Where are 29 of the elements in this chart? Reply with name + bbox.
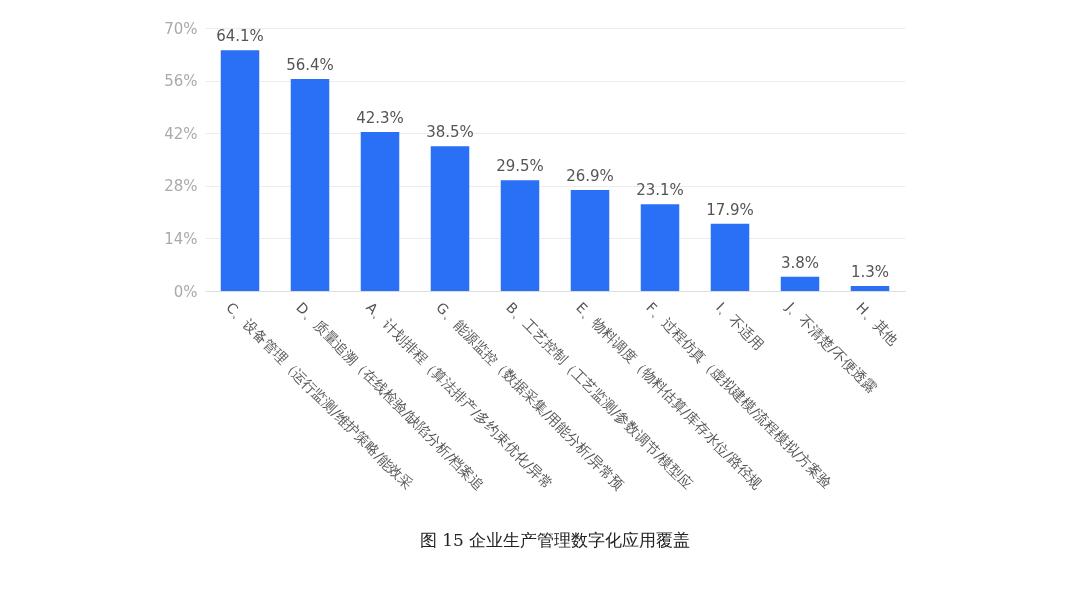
- bar: [850, 286, 890, 291]
- y-tick-label: 42%: [164, 124, 198, 143]
- data-label: 38.5%: [426, 123, 474, 142]
- bar: [640, 204, 680, 291]
- x-tick-label: H、其他: [853, 299, 902, 348]
- y-tick-label: 56%: [164, 72, 198, 91]
- y-tick-label: 0%: [173, 282, 198, 301]
- bar: [360, 132, 400, 291]
- bar: [290, 79, 330, 291]
- y-tick-label: 28%: [164, 177, 198, 196]
- x-tick-label: I、不适用: [713, 299, 767, 353]
- bar: [430, 146, 470, 291]
- bar: [220, 50, 260, 291]
- data-label: 17.9%: [706, 200, 754, 219]
- bar: [780, 276, 820, 291]
- bar: [570, 189, 610, 291]
- data-label: 42.3%: [356, 109, 404, 128]
- data-label: 1.3%: [850, 263, 890, 282]
- text: 图 15 企业生产管理数字化应用覆盖: [419, 529, 691, 550]
- y-tick-label: 70%: [164, 19, 198, 38]
- data-label: 23.1%: [636, 181, 684, 200]
- data-label: 29.5%: [496, 157, 544, 176]
- data-label: 64.1%: [216, 27, 264, 46]
- bar: [710, 223, 750, 291]
- data-label: 3.8%: [780, 253, 820, 272]
- y-tick-label: 14%: [164, 229, 198, 248]
- data-label: 26.9%: [566, 166, 614, 185]
- data-label: 56.4%: [286, 56, 334, 75]
- bar: [500, 180, 540, 291]
